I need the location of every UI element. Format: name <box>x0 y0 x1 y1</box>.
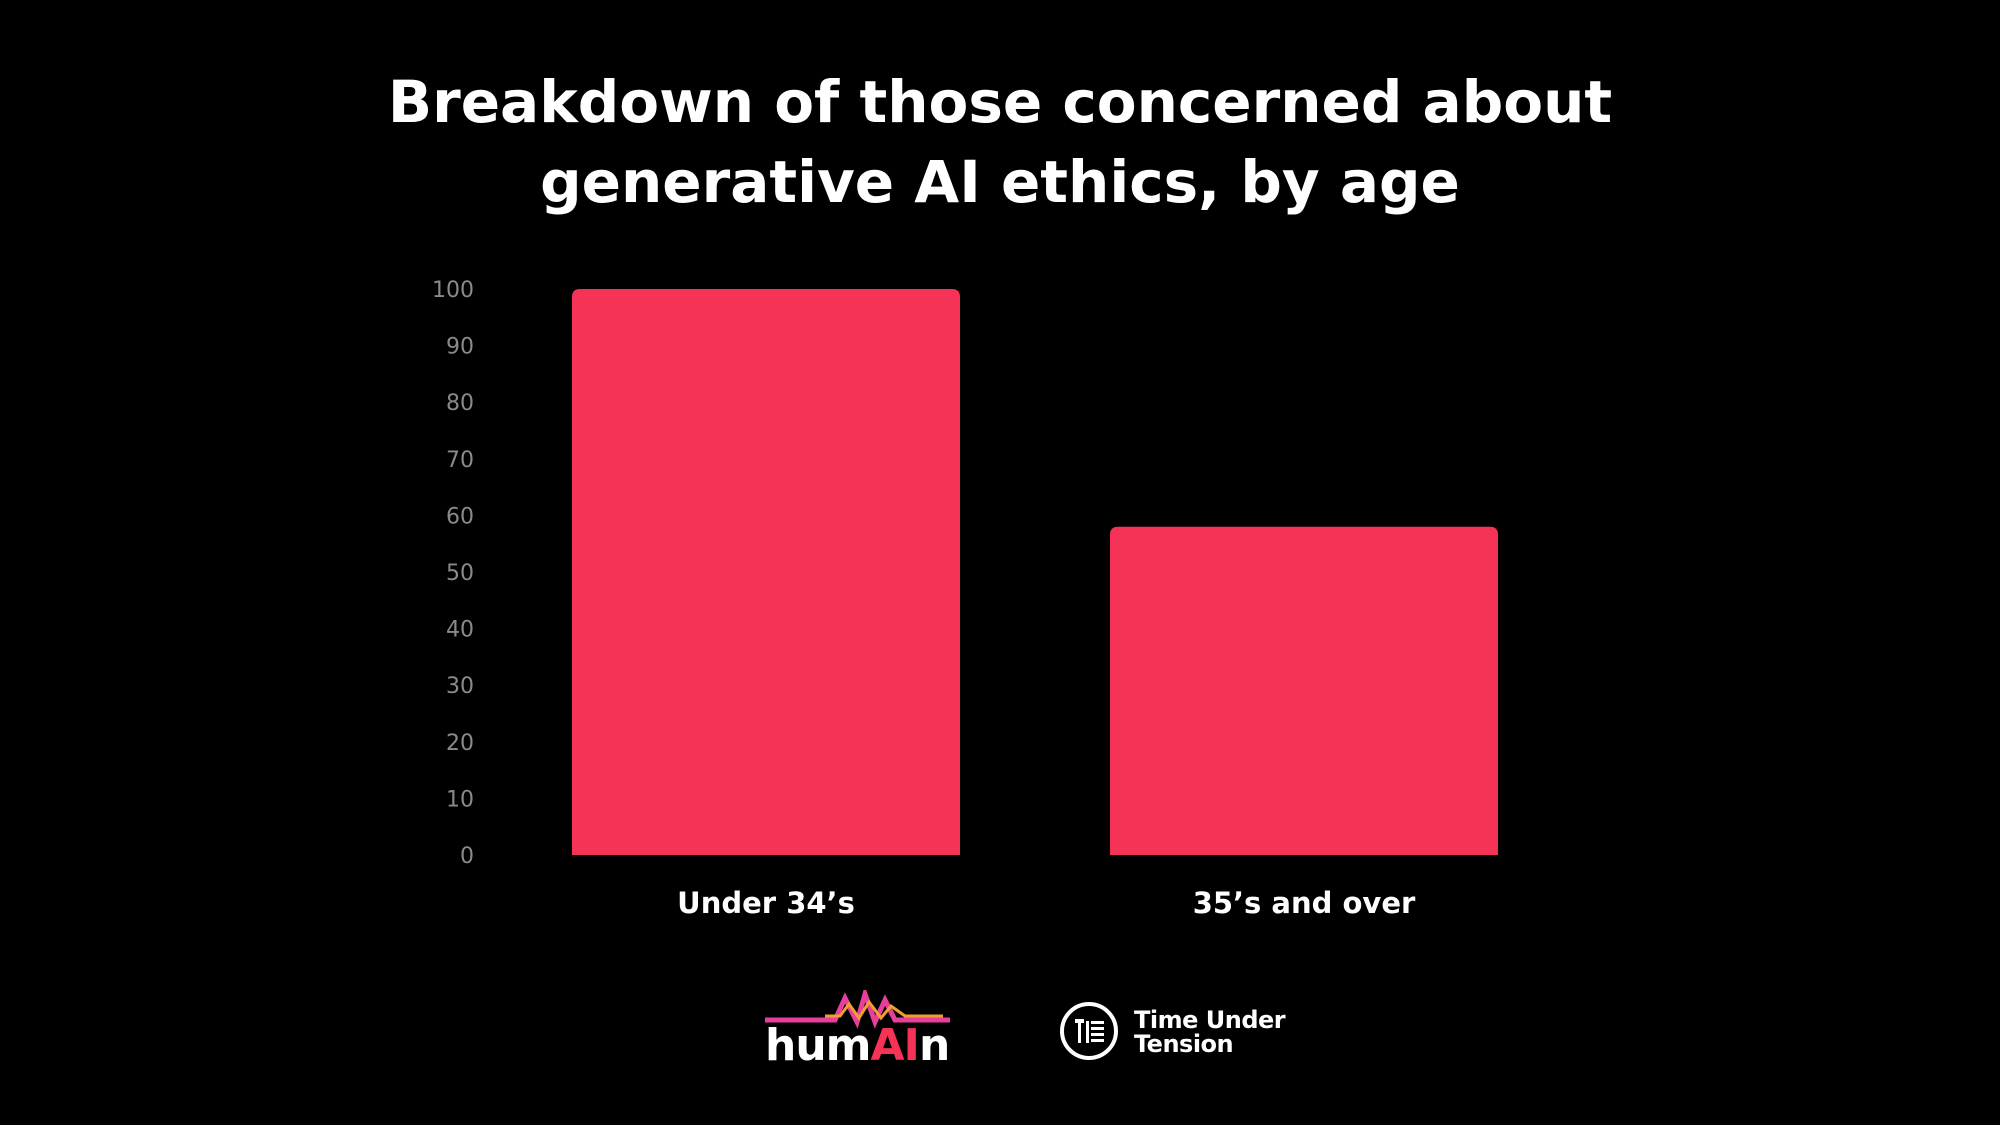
bar <box>1110 526 1498 855</box>
chart-title-line-1: Breakdown of those concerned about <box>387 68 1613 136</box>
x-category-label: 35’s and over <box>1193 886 1416 920</box>
tut-line-2: Tension <box>1134 1030 1234 1058</box>
y-tick-label: 30 <box>446 674 474 699</box>
y-tick-label: 70 <box>446 448 474 473</box>
time-under-tension-logo: Time Under Tension <box>1060 1000 1300 1070</box>
y-tick-label: 50 <box>446 561 474 586</box>
bars <box>572 289 1498 855</box>
y-tick-label: 100 <box>432 278 474 303</box>
bar <box>572 289 960 855</box>
heartbeat-wave-icon <box>765 990 950 1029</box>
human-logo-highlight: AI <box>870 1020 920 1071</box>
human-logo-text: humAIn <box>765 1020 950 1071</box>
y-tick-label: 90 <box>446 335 474 360</box>
y-tick-label: 10 <box>446 787 474 812</box>
x-category-label: Under 34’s <box>677 886 855 920</box>
y-tick-label: 40 <box>446 618 474 643</box>
chart-title: Breakdown of those concerned about gener… <box>0 62 2000 222</box>
y-axis: 0 10 20 30 40 50 60 70 80 90 100 <box>432 278 474 869</box>
chart-title-line-2: generative AI ethics, by age <box>540 148 1460 216</box>
y-tick-label: 20 <box>446 731 474 756</box>
human-logo-suffix: n <box>918 1020 950 1071</box>
human-logo-prefix: hum <box>765 1020 871 1071</box>
y-tick-label: 0 <box>460 844 474 869</box>
dumbbell-icon <box>1060 1002 1118 1060</box>
time-under-tension-text: Time Under Tension <box>1134 1006 1286 1058</box>
y-tick-label: 80 <box>446 391 474 416</box>
human-logo: humAIn <box>765 990 950 1075</box>
y-tick-label: 60 <box>446 504 474 529</box>
footer-logos: humAIn Time Under Tension <box>0 990 2000 1100</box>
tut-line-1: Time Under <box>1134 1006 1286 1034</box>
x-axis: Under 34’s 35’s and over <box>677 886 1416 920</box>
